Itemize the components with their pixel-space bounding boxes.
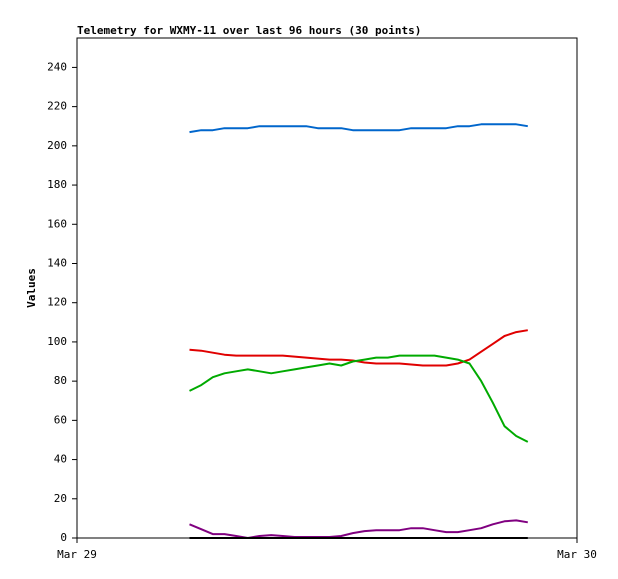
y-tick-label: 200 — [47, 139, 67, 152]
chart-title: Telemetry for WXMY-11 over last 96 hours… — [77, 24, 421, 37]
x-tick-label: Mar 29 — [57, 548, 97, 561]
y-tick-label: 180 — [47, 178, 67, 191]
y-tick-label: 240 — [47, 60, 67, 73]
y-axis-label: Values — [25, 268, 38, 308]
y-tick-label: 140 — [47, 256, 67, 269]
x-tick-label: Mar 30 — [557, 548, 597, 561]
y-tick-label: 80 — [54, 374, 67, 387]
y-tick-label: 220 — [47, 100, 67, 113]
y-tick-label: 0 — [60, 531, 67, 544]
y-tick-label: 160 — [47, 217, 67, 230]
y-tick-label: 120 — [47, 296, 67, 309]
y-tick-label: 100 — [47, 335, 67, 348]
y-tick-label: 60 — [54, 413, 67, 426]
plot-area — [76, 37, 578, 539]
y-tick-label: 40 — [54, 453, 67, 466]
series-line — [189, 123, 528, 134]
series-line — [189, 354, 529, 443]
y-tick-label: 20 — [54, 492, 67, 505]
